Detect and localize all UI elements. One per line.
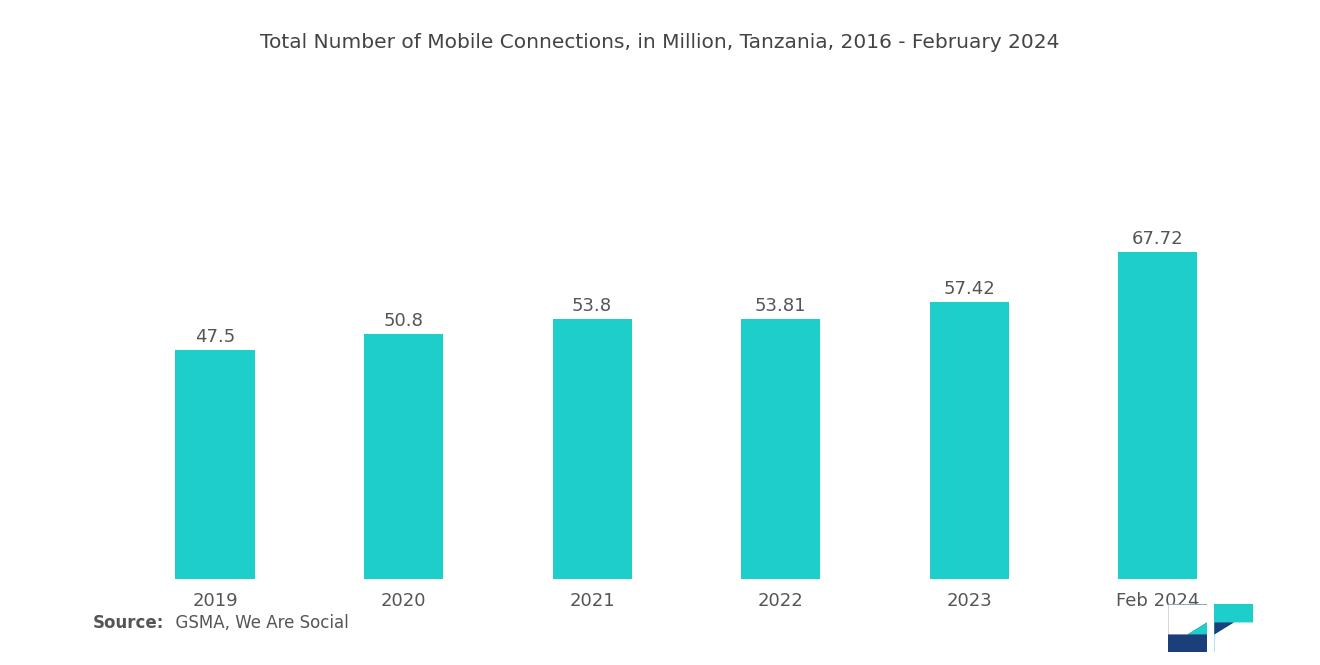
Bar <box>364 334 444 579</box>
Text: Source:: Source: <box>92 614 164 632</box>
Text: 57.42: 57.42 <box>944 280 995 298</box>
Polygon shape <box>1214 622 1253 652</box>
Bar <box>929 302 1008 579</box>
Polygon shape <box>1188 622 1206 634</box>
Polygon shape <box>1214 622 1234 634</box>
Bar <box>553 319 632 579</box>
Polygon shape <box>1168 604 1206 634</box>
Bar <box>176 350 255 579</box>
FancyBboxPatch shape <box>1214 604 1253 652</box>
Bar <box>741 319 820 579</box>
Text: 47.5: 47.5 <box>195 328 235 346</box>
Text: 53.8: 53.8 <box>572 297 612 315</box>
Text: 50.8: 50.8 <box>384 312 424 330</box>
Text: 67.72: 67.72 <box>1133 230 1184 248</box>
Bar <box>1118 252 1197 579</box>
Text: Total Number of Mobile Connections, in Million, Tanzania, 2016 - February 2024: Total Number of Mobile Connections, in M… <box>260 33 1060 53</box>
Text: GSMA, We Are Social: GSMA, We Are Social <box>165 614 348 632</box>
FancyBboxPatch shape <box>1168 604 1206 652</box>
Text: 53.81: 53.81 <box>755 297 807 315</box>
